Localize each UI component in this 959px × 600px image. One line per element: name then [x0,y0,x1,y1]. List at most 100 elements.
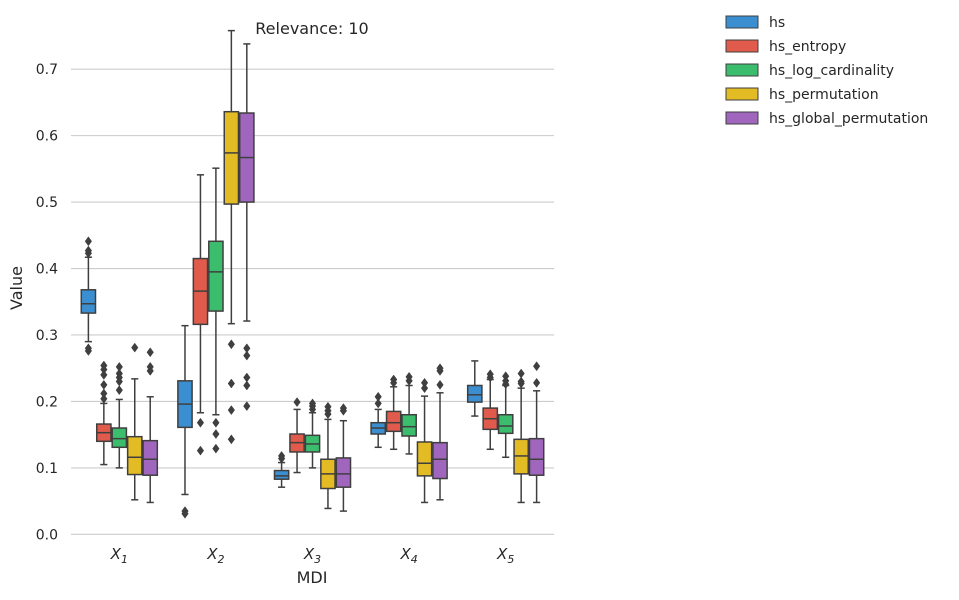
legend: hs hs_entropy hs_log_cardinality hs_permuta… [725,15,928,127]
y-tick-label: 0.5 [36,195,58,211]
box-hs-2 [273,451,290,488]
x-axis-ticks: X1 X2 X3 X4 X5 [110,545,515,566]
box-hs_log_cardinality-3 [401,371,417,455]
box-iqr [80,289,97,314]
box-hs-1 [177,324,193,519]
outlier-point [293,397,301,408]
outlier-point [436,365,444,376]
legend-label: hs [769,15,785,31]
outlier-point [243,401,251,412]
outlier-point [146,365,154,376]
box-iqr [466,384,483,403]
box-iqr [416,441,433,477]
outlier-point [84,248,92,259]
y-tick-label: 0.2 [36,394,58,410]
outlier-point [212,417,220,428]
box-hs_entropy-3 [385,374,402,451]
x-tick-label: X2 [206,545,224,566]
box-hs_global_permutation-2 [335,403,352,512]
y-tick-label: 0.6 [36,129,58,145]
box-hs_log_cardinality-2 [304,398,321,469]
outlier-point [486,372,494,383]
box-hs_permutation-0 [126,342,143,501]
outlier-point [502,379,510,390]
box-iqr [111,427,128,449]
y-tick-label: 0.3 [36,328,58,344]
boxes [80,29,545,519]
legend-swatch [725,39,759,53]
box-iqr [385,410,402,433]
outlier-point [243,380,251,391]
outlier-point [146,347,154,358]
outlier-point [227,378,235,389]
outlier-point [196,445,205,456]
outlier-point [308,404,317,415]
y-axis-ticks: 0.0 0.1 0.2 0.3 0.4 0.5 0.6 0.7 [36,62,58,543]
x-axis-label: MDI [297,568,328,587]
box-hs-3 [370,391,387,449]
outlier-point [100,379,108,390]
box-hs_entropy-4 [482,369,499,451]
box-hs_log_cardinality-1 [208,167,224,454]
legend-swatch [725,111,759,125]
box-iqr [142,439,159,476]
outlier-point [390,377,398,388]
outlier-point [196,417,205,428]
outlier-point [100,393,108,404]
box-hs_permutation-4 [513,368,530,504]
outlier-point [212,429,220,439]
x-tick-label: X5 [496,545,514,566]
outlier-point [374,398,382,409]
legend-label: hs_permutation [769,87,879,103]
outlier-point [131,342,139,353]
box-iqr [208,240,224,312]
outlier-point [533,361,541,372]
y-tick-label: 0.7 [36,62,58,78]
legend-item: hs [725,15,785,31]
outlier-point [115,385,123,396]
x-tick-label: X1 [110,545,128,566]
box-hs_entropy-0 [95,360,112,466]
box-hs_global_permutation-3 [432,363,448,501]
outlier-point [420,383,429,394]
legend-label: hs_entropy [769,39,846,55]
outlier-point [227,434,235,445]
box-hs-0 [80,236,97,356]
x-tick-label: X4 [399,545,417,566]
box-hs_permutation-2 [320,401,336,510]
box-hs_global_permutation-4 [528,361,545,504]
outlier-point [181,508,189,519]
y-tick-label: 0.0 [36,527,58,543]
box-hs_entropy-2 [289,397,305,474]
legend-swatch [725,63,759,77]
box-iqr [273,469,290,480]
outlier-point [339,405,348,416]
legend-item: hs_log_cardinality [725,63,894,79]
legend-item: hs_global_permutation [725,111,928,127]
outlier-point [405,375,413,386]
outlier-point [84,236,92,247]
box-hs-4 [466,360,483,417]
x-tick-label: X3 [303,545,321,566]
box-hs_log_cardinality-4 [497,371,514,459]
outlier-point [243,350,251,361]
box-iqr [335,457,352,488]
legend-item: hs_entropy [725,39,846,55]
box-iqr [432,441,448,480]
outlier-point [517,378,525,389]
outlier-point [533,377,541,388]
box-hs_permutation-3 [416,377,433,504]
legend-item: hs_permutation [725,87,879,103]
box-iqr [126,435,143,476]
outlier-point [227,339,235,350]
outlier-point [227,405,235,416]
outlier-point [324,409,332,419]
y-tick-label: 0.1 [36,461,58,477]
y-tick-label: 0.4 [36,262,58,278]
outlier-point [436,379,444,390]
box-iqr [223,110,240,205]
box-hs_entropy-1 [192,174,209,456]
legend-label: hs_log_cardinality [769,63,894,79]
